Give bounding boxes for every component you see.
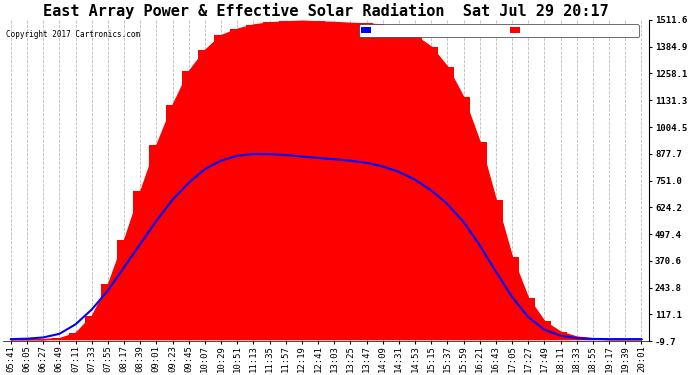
Bar [553, 332, 567, 339]
Bar [150, 145, 164, 339]
Bar [52, 338, 66, 339]
Bar [327, 22, 341, 339]
Bar [230, 29, 244, 339]
Bar [376, 24, 390, 339]
Title: East Array Power & Effective Solar Radiation  Sat Jul 29 20:17: East Array Power & Effective Solar Radia… [43, 3, 609, 19]
Bar [457, 98, 471, 339]
Bar [344, 23, 357, 339]
Bar [440, 67, 454, 339]
Bar [117, 240, 131, 339]
Bar [133, 191, 147, 339]
Bar [101, 284, 115, 339]
Bar [279, 21, 293, 339]
Bar [538, 321, 551, 339]
Bar [68, 333, 82, 339]
Bar [392, 29, 406, 339]
Bar [489, 200, 503, 339]
Bar [295, 21, 308, 339]
Bar [570, 337, 584, 339]
Bar [473, 142, 486, 339]
Bar [408, 36, 422, 339]
Bar [505, 257, 519, 339]
Bar [85, 316, 99, 339]
Text: Copyright 2017 Cartronics.com: Copyright 2017 Cartronics.com [6, 30, 140, 39]
Bar [246, 24, 260, 339]
Bar [214, 35, 228, 339]
Bar [424, 46, 438, 339]
Bar [166, 105, 179, 339]
Bar [522, 298, 535, 339]
Legend: Radiation (Effective w/m2), East Array  (DC Watts): Radiation (Effective w/m2), East Array (… [359, 24, 639, 37]
Bar [311, 21, 325, 339]
Bar [359, 24, 373, 339]
Bar [586, 338, 600, 339]
Bar [182, 71, 195, 339]
Bar [263, 22, 277, 339]
Bar [198, 50, 212, 339]
